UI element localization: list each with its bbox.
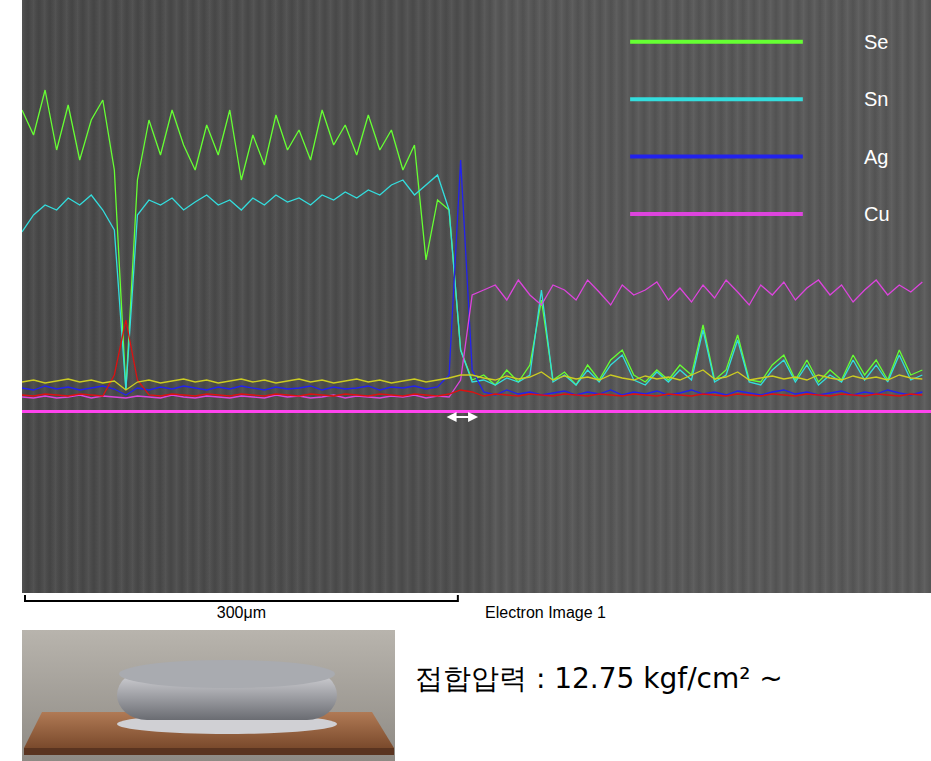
html-text:접합압력 : 12.75 kgf/cm² ~: 접합압력 : 12.75 kgf/cm² ~ — [415, 662, 783, 695]
svg-text:Se: Se — [864, 31, 888, 53]
svg-text:Sn: Sn — [864, 88, 888, 110]
svg-text:300μm: 300μm — [217, 604, 266, 621]
svg-text:Electron Image 1: Electron Image 1 — [485, 604, 606, 621]
svg-text:Ag: Ag — [864, 146, 888, 168]
svg-text:Cu: Cu — [864, 203, 890, 225]
